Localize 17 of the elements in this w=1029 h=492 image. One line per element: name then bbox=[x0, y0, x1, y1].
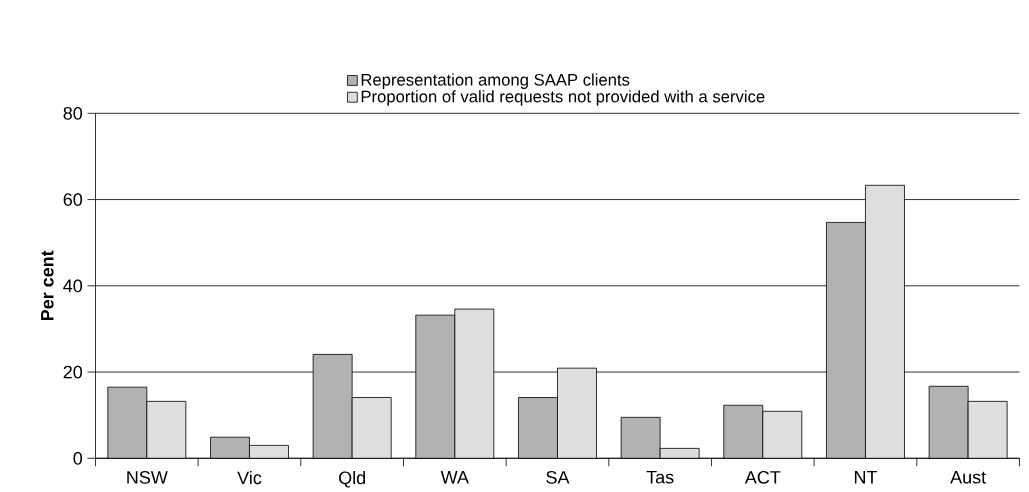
y-tick-label: 80 bbox=[63, 106, 83, 120]
y-tick-label: 0 bbox=[73, 451, 83, 465]
x-tick-label: SA bbox=[546, 471, 570, 484]
x-tick-label: NSW bbox=[127, 471, 168, 484]
x-tick-label: Aust bbox=[950, 471, 987, 484]
x-tick-label: WA bbox=[440, 471, 469, 484]
x-tick-label: Tas bbox=[646, 471, 674, 484]
legend-label: Proportion of valid requests not provided with a service bbox=[361, 90, 765, 106]
y-tick-label: 60 bbox=[63, 193, 83, 206]
y-axis-title: Per cent bbox=[41, 250, 54, 321]
x-tick-label: Vic bbox=[237, 471, 262, 485]
x-tick-label: NT bbox=[854, 471, 878, 484]
y-tick-label: 40 bbox=[63, 279, 83, 293]
x-tick-label: ACT bbox=[744, 471, 781, 484]
legend-label: Representation among SAAP clients bbox=[361, 73, 630, 90]
x-tick-label: Qld bbox=[339, 471, 365, 488]
y-tick-label: 20 bbox=[63, 365, 83, 379]
